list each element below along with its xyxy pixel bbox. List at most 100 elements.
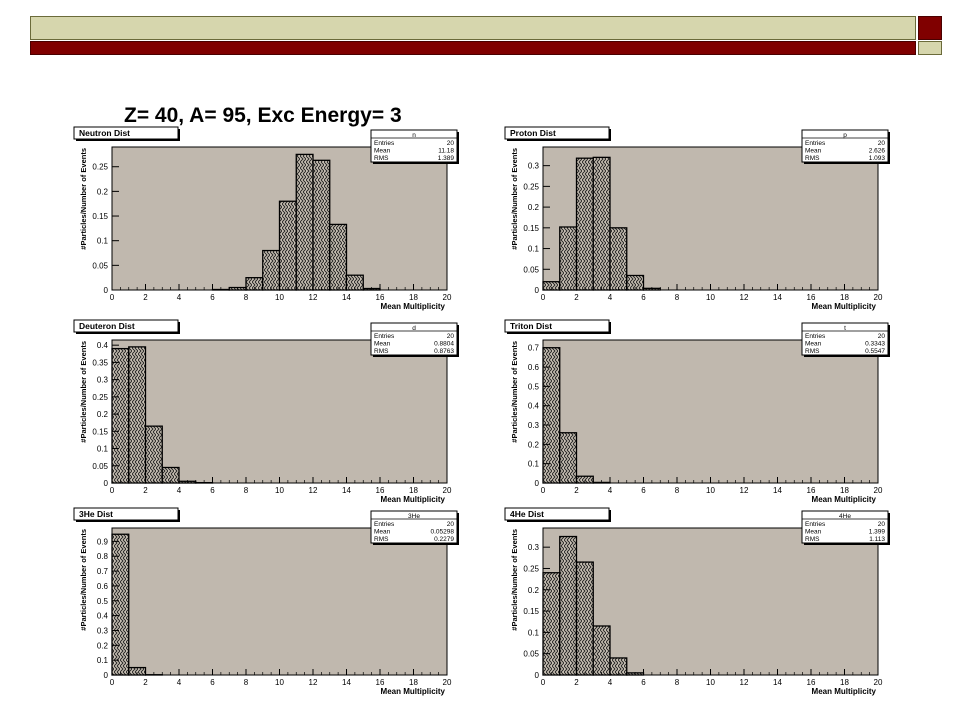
y-tick-label: 0.2 — [97, 187, 109, 196]
x-tick-label: 2 — [143, 678, 148, 687]
histogram-panel: 0 2 4 6 8 10 12 14 16 18 20 0 0.1 0.2 0.3 0.4 0.5 0.6 0.7 M… — [504, 319, 890, 504]
x-tick-label: 10 — [275, 486, 284, 495]
stats-value: 2.626 — [869, 148, 886, 155]
stats-value: 20 — [878, 521, 886, 528]
x-tick-label: 20 — [443, 486, 452, 495]
x-tick-label: 4 — [608, 486, 613, 495]
x-tick-label: 16 — [807, 678, 816, 687]
stats-value: 20 — [447, 521, 455, 528]
y-tick-label: 0.2 — [97, 641, 109, 650]
x-tick-label: 16 — [807, 293, 816, 302]
y-tick-label: 0.1 — [528, 460, 540, 469]
y-tick-label: 0.1 — [97, 656, 109, 665]
y-tick-label: 0 — [535, 286, 540, 295]
y-tick-label: 0.4 — [97, 341, 109, 350]
x-tick-label: 18 — [409, 293, 418, 302]
y-tick-label: 0.1 — [528, 245, 540, 254]
histogram-bar — [144, 425, 163, 484]
histogram-panel: 0 2 4 6 8 10 12 14 16 18 20 0 0.05 0.1 0.15 0.2 0.25 0.3 0… — [73, 319, 459, 504]
x-tick-label: 16 — [807, 486, 816, 495]
y-tick-label: 0.3 — [97, 376, 109, 385]
stats-label: Entries — [374, 333, 395, 340]
y-tick-label: 0.05 — [92, 261, 108, 270]
x-tick-label: 16 — [376, 486, 385, 495]
stats-value: 0.3343 — [865, 341, 885, 348]
y-tick-label: 0.5 — [528, 382, 540, 391]
stats-label: Mean — [374, 341, 391, 348]
panel-title-box — [73, 126, 179, 140]
x-tick-label: 8 — [675, 678, 680, 687]
panel-title: 3He Dist — [79, 509, 113, 519]
x-tick-label: 14 — [342, 293, 351, 302]
x-tick-label: 14 — [342, 486, 351, 495]
x-tick-label: 12 — [309, 293, 318, 302]
x-tick-label: 2 — [143, 486, 148, 495]
histogram-bar — [111, 347, 130, 484]
histogram-bar — [542, 572, 561, 676]
histogram-panel: 0 2 4 6 8 10 12 14 16 18 20 0 0.05 0.1 0.15 0.2 0.25 0.3 M… — [504, 507, 890, 696]
stats-box — [801, 322, 889, 356]
histogram-bar — [609, 227, 628, 291]
panel-title-box — [504, 126, 610, 140]
x-tick-label: 8 — [244, 486, 249, 495]
histogram-bar — [111, 533, 130, 676]
x-tick-label: 0 — [541, 486, 546, 495]
stats-box — [801, 510, 889, 544]
stats-label: Entries — [374, 521, 395, 528]
y-tick-label: 0.9 — [97, 537, 109, 546]
x-tick-label: 10 — [275, 678, 284, 687]
y-tick-label: 0.2 — [528, 440, 540, 449]
x-tick-label: 14 — [773, 293, 782, 302]
histogram-bar — [592, 156, 611, 291]
header-square-olive — [918, 41, 942, 55]
x-tick-label: 6 — [210, 486, 215, 495]
histogram-bar — [575, 561, 594, 676]
y-axis-label: #Particles/Number of Events — [510, 341, 519, 443]
stats-value: 20 — [447, 140, 455, 147]
header-square-red — [918, 16, 942, 40]
y-tick-label: 0.5 — [97, 597, 109, 606]
y-tick-label: 0.6 — [528, 363, 540, 372]
stats-label: Entries — [805, 140, 826, 147]
histogram-bar — [329, 223, 348, 291]
x-tick-label: 8 — [675, 293, 680, 302]
x-tick-label: 14 — [773, 486, 782, 495]
panel-title: Neutron Dist — [79, 128, 130, 138]
x-tick-label: 2 — [574, 678, 579, 687]
stats-label: RMS — [805, 348, 820, 355]
histogram-bar — [559, 226, 578, 291]
y-tick-label: 0.1 — [528, 628, 540, 637]
x-tick-label: 4 — [608, 293, 613, 302]
stats-label: RMS — [805, 155, 820, 162]
y-tick-label: 0.25 — [523, 564, 539, 573]
x-tick-label: 6 — [641, 678, 646, 687]
histogram-panel: 0 2 4 6 8 10 12 14 16 18 20 0 0.05 0.1 0.15 0.2 0.25 Mean… — [73, 126, 459, 311]
x-tick-label: 14 — [773, 678, 782, 687]
stats-label: RMS — [805, 536, 820, 543]
histogram-panel: 0 2 4 6 8 10 12 14 16 18 20 0 0.05 0.1 0.15 0.2 0.25 0.3 M… — [504, 126, 890, 311]
y-tick-label: 0.35 — [92, 358, 108, 367]
x-tick-label: 18 — [409, 678, 418, 687]
x-tick-label: 18 — [840, 293, 849, 302]
page-title: Z= 40, A= 95, Exc Energy= 3 — [124, 104, 402, 127]
y-tick-label: 0.05 — [92, 462, 108, 471]
histogram-bar — [575, 157, 594, 291]
y-tick-label: 0.4 — [97, 612, 109, 621]
y-tick-label: 0.3 — [528, 421, 540, 430]
x-tick-label: 8 — [244, 678, 249, 687]
histogram-bar — [542, 347, 561, 484]
x-tick-label: 18 — [840, 486, 849, 495]
x-tick-label: 6 — [210, 678, 215, 687]
x-tick-label: 2 — [143, 293, 148, 302]
y-tick-label: 0.25 — [523, 182, 539, 191]
panel-title: Proton Dist — [510, 128, 556, 138]
x-tick-label: 2 — [574, 486, 579, 495]
y-axis-label: #Particles/Number of Events — [510, 148, 519, 250]
histogram-bar — [278, 200, 297, 291]
y-tick-label: 0 — [104, 479, 109, 488]
x-tick-label: 12 — [309, 678, 318, 687]
x-tick-label: 18 — [840, 678, 849, 687]
x-tick-label: 20 — [874, 293, 883, 302]
stats-label: Mean — [805, 529, 822, 536]
y-tick-label: 0.15 — [523, 607, 539, 616]
